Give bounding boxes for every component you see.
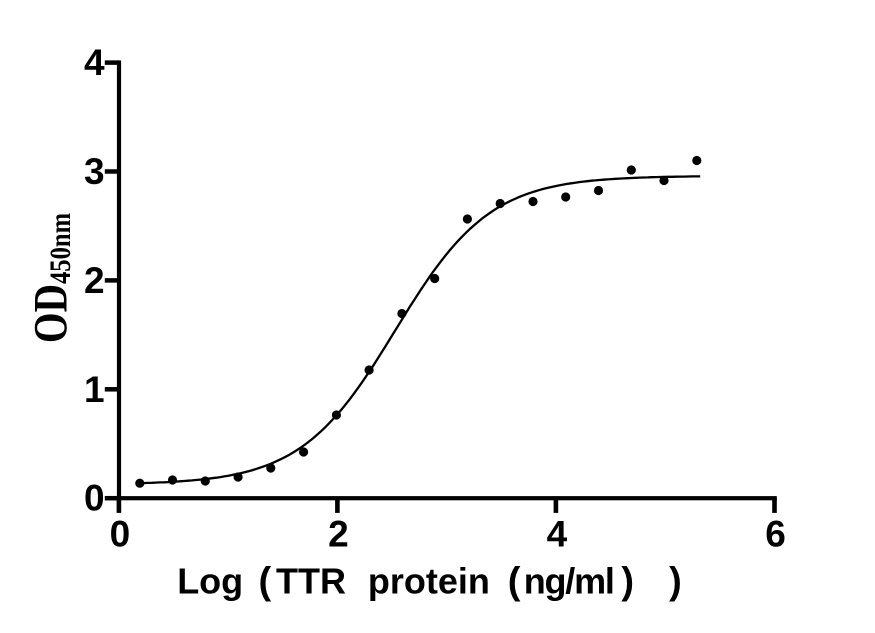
svg-text:1: 1 <box>84 369 105 410</box>
svg-text:(: ( <box>508 561 521 603</box>
svg-text:TTR: TTR <box>276 561 346 602</box>
svg-text:3: 3 <box>84 151 105 192</box>
svg-text:): ) <box>669 561 682 603</box>
svg-text:0: 0 <box>110 514 131 555</box>
svg-text:6: 6 <box>765 514 786 555</box>
svg-text:Log: Log <box>177 561 243 602</box>
svg-text:4: 4 <box>84 42 105 83</box>
svg-text:2: 2 <box>84 260 105 301</box>
svg-text:4: 4 <box>547 514 568 555</box>
svg-text:ng/ml: ng/ml <box>524 561 614 602</box>
svg-text:0: 0 <box>84 478 105 519</box>
svg-text:protein: protein <box>368 561 490 602</box>
svg-text:2: 2 <box>328 514 349 555</box>
svg-text:(: ( <box>259 561 272 603</box>
svg-text:): ) <box>621 561 634 603</box>
